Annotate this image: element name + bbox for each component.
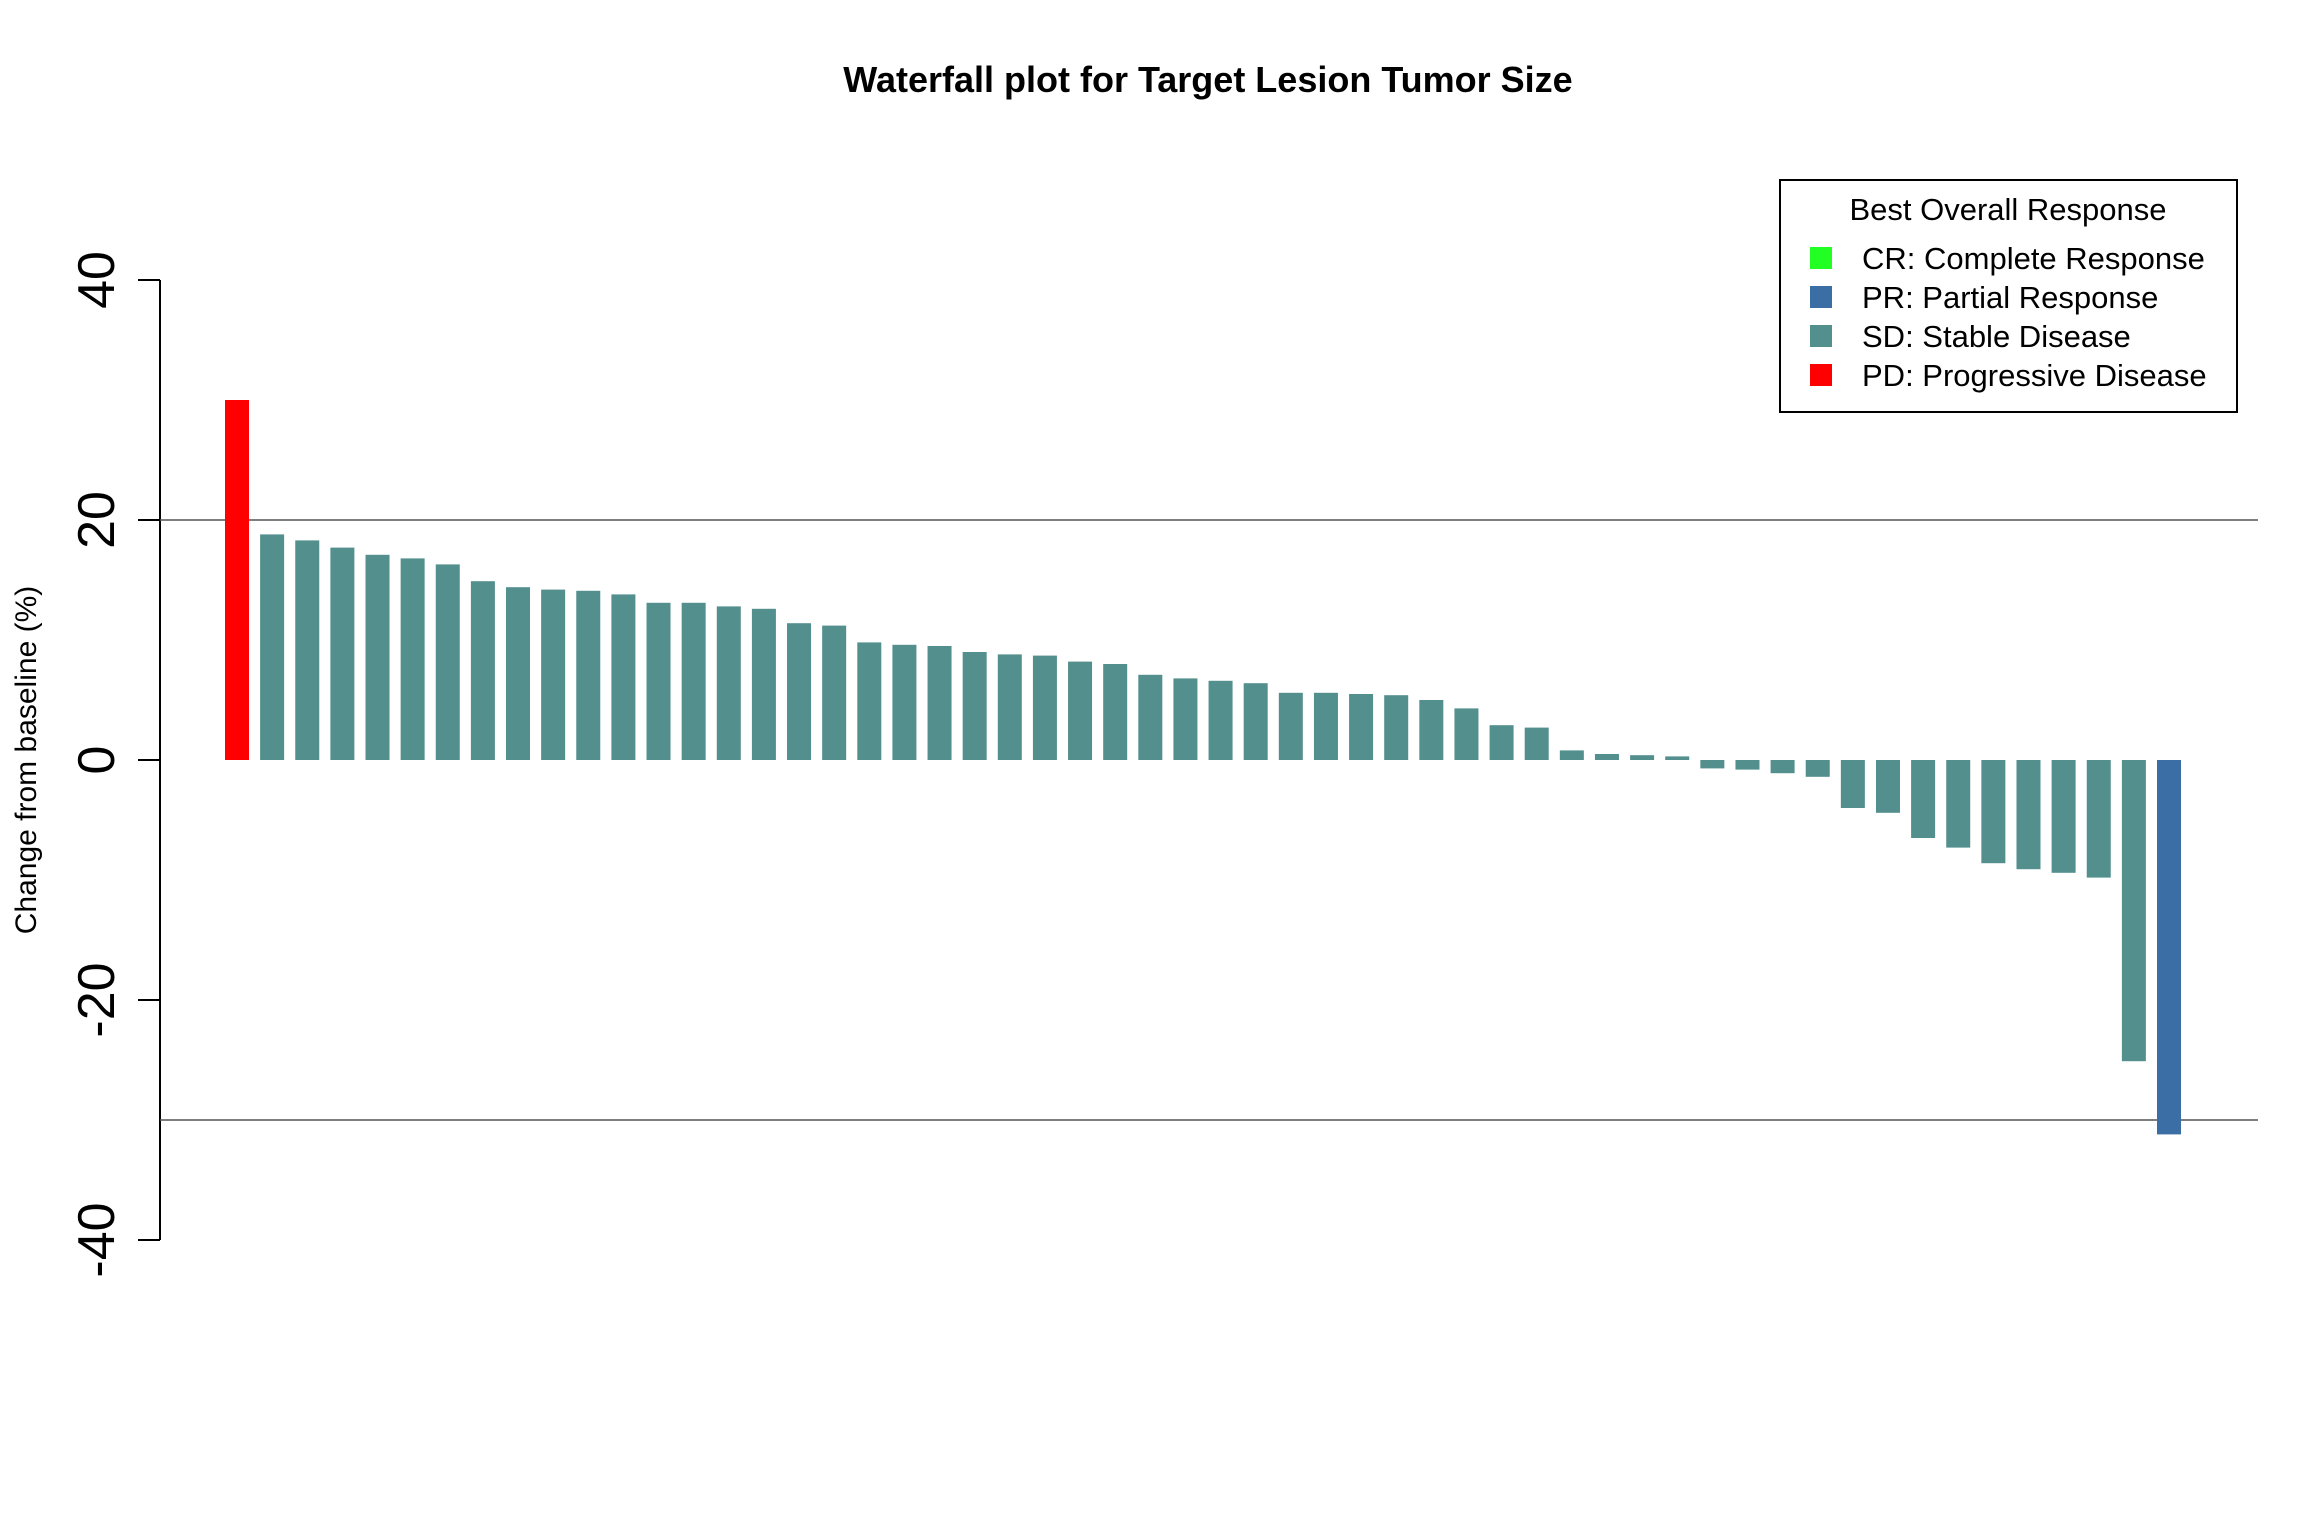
bar bbox=[2016, 760, 2041, 870]
bar bbox=[576, 590, 601, 760]
bar bbox=[541, 589, 566, 760]
bar bbox=[857, 642, 882, 760]
legend-entry-label: PD: Progressive Disease bbox=[1862, 358, 2207, 393]
bar bbox=[1911, 760, 1936, 838]
bar bbox=[1138, 674, 1163, 760]
bar bbox=[1735, 760, 1760, 770]
bar bbox=[1032, 655, 1057, 760]
bar bbox=[1173, 678, 1198, 760]
bar bbox=[365, 554, 390, 760]
bar bbox=[435, 564, 460, 760]
bar bbox=[1384, 695, 1409, 760]
bar bbox=[400, 558, 425, 760]
bar bbox=[1243, 683, 1268, 760]
legend-entries: CR: Complete Response PR: Partial Respons… bbox=[1810, 241, 2207, 393]
bar bbox=[2051, 760, 2076, 873]
legend-swatch bbox=[1810, 325, 1832, 347]
bar bbox=[1770, 760, 1795, 774]
bar bbox=[295, 540, 320, 760]
bar bbox=[506, 587, 531, 760]
y-tick-label: -20 bbox=[68, 962, 126, 1037]
bar bbox=[1524, 727, 1549, 760]
bar bbox=[1946, 760, 1971, 848]
bar bbox=[646, 602, 671, 760]
legend-swatch bbox=[1810, 364, 1832, 386]
bar bbox=[470, 581, 495, 760]
bar bbox=[787, 623, 812, 760]
chart-title: Waterfall plot for Target Lesion Tumor S… bbox=[843, 59, 1572, 100]
bar bbox=[1349, 694, 1374, 760]
bar bbox=[1454, 708, 1479, 760]
bars-group bbox=[225, 400, 2181, 1135]
bar bbox=[716, 606, 741, 760]
bar bbox=[1981, 760, 2006, 864]
bar bbox=[330, 547, 355, 760]
bar bbox=[2086, 760, 2111, 878]
legend-swatch bbox=[1810, 286, 1832, 308]
bar bbox=[2121, 760, 2146, 1062]
bar bbox=[1489, 725, 1514, 760]
bar bbox=[1278, 692, 1303, 760]
bar bbox=[1559, 750, 1584, 760]
bar bbox=[1208, 680, 1233, 760]
legend: Best Overall Response CR: Complete Respo… bbox=[1779, 179, 2238, 413]
legend-entry-label: PR: Partial Response bbox=[1862, 280, 2158, 315]
bar bbox=[1665, 756, 1690, 760]
y-axis-label: Change from baseline (%) bbox=[10, 586, 43, 935]
bar bbox=[1419, 700, 1444, 760]
bar bbox=[822, 625, 847, 760]
legend-entry-label: CR: Complete Response bbox=[1862, 241, 2205, 276]
bar bbox=[751, 608, 776, 760]
bar bbox=[681, 602, 706, 760]
y-tick-label: -40 bbox=[68, 1202, 126, 1277]
bar bbox=[260, 534, 285, 760]
bar bbox=[1068, 661, 1093, 760]
bar bbox=[2157, 760, 2181, 1135]
legend-swatch bbox=[1810, 247, 1832, 269]
bar bbox=[1594, 754, 1619, 760]
y-tick-label: 0 bbox=[68, 746, 126, 775]
bar bbox=[1805, 760, 1830, 777]
y-tick-label: 40 bbox=[68, 251, 126, 309]
legend-box bbox=[1779, 179, 2238, 413]
bar bbox=[962, 652, 987, 760]
bar bbox=[611, 594, 636, 760]
bar bbox=[1630, 755, 1655, 760]
legend-title: Best Overall Response bbox=[1849, 192, 2166, 227]
bar bbox=[892, 644, 917, 760]
bar bbox=[997, 654, 1022, 760]
bar bbox=[1103, 664, 1128, 760]
bar bbox=[1313, 692, 1338, 760]
y-axis: -40 -20 0 20 40 bbox=[68, 251, 161, 1278]
bar bbox=[927, 646, 952, 760]
reference-lines bbox=[160, 519, 2258, 1121]
bar bbox=[225, 400, 249, 760]
y-tick-label: 20 bbox=[68, 491, 126, 549]
bar bbox=[1700, 760, 1725, 769]
bar bbox=[1875, 760, 1900, 813]
bar bbox=[1840, 760, 1865, 808]
legend-entry-label: SD: Stable Disease bbox=[1862, 319, 2131, 354]
